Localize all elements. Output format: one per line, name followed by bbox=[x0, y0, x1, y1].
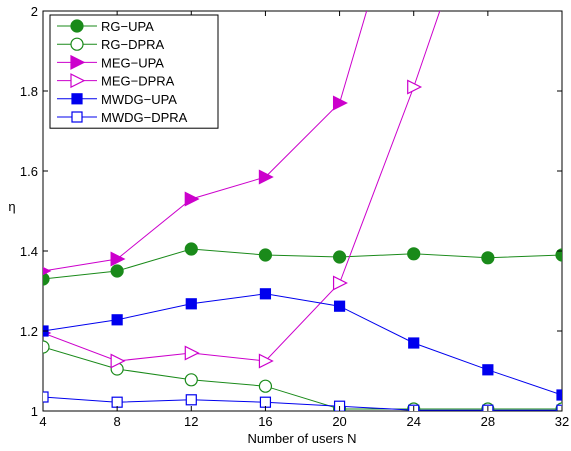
legend-label: RG−UPA bbox=[101, 19, 154, 34]
data-point bbox=[481, 251, 495, 265]
legend-entry: RG−DPRA bbox=[57, 37, 165, 52]
data-point bbox=[258, 353, 274, 369]
series-meg-upa bbox=[43, 11, 368, 276]
data-point bbox=[556, 389, 562, 401]
data-point bbox=[482, 364, 494, 376]
legend-marker bbox=[70, 73, 86, 89]
ticks-layer: 4 8 12 16 20 24 28 32 1 1.2 1.4 1.6 1.8 2 bbox=[20, 4, 569, 429]
data-point bbox=[259, 288, 272, 300]
data-point bbox=[332, 275, 348, 291]
data-point bbox=[555, 248, 562, 262]
data-point bbox=[43, 391, 49, 403]
y-tick-label: 2 bbox=[31, 4, 38, 19]
data-point bbox=[110, 264, 124, 278]
legend-marker bbox=[71, 93, 83, 105]
x-tick-label: 28 bbox=[481, 414, 495, 429]
legend-marker bbox=[71, 111, 83, 123]
y-tick-label: 1.2 bbox=[20, 324, 38, 339]
legend-label: MWDG−DPRA bbox=[101, 110, 188, 125]
legend-entry: RG−UPA bbox=[57, 19, 154, 34]
legend-marker bbox=[70, 37, 84, 51]
series-line bbox=[43, 293, 562, 396]
legend-label: MEG−UPA bbox=[101, 55, 164, 70]
legend-marker bbox=[70, 19, 84, 33]
legend-box bbox=[49, 14, 219, 129]
x-tick-label: 16 bbox=[258, 414, 272, 429]
data-point bbox=[332, 95, 348, 111]
y-axis-title: η bbox=[8, 199, 15, 214]
data-point bbox=[185, 298, 197, 310]
x-tick-label: 32 bbox=[555, 414, 569, 429]
x-tick-label: 12 bbox=[184, 414, 198, 429]
data-point bbox=[184, 345, 200, 361]
x-tick-label: 4 bbox=[39, 414, 46, 429]
y-tick-label: 1.6 bbox=[20, 164, 38, 179]
data-point bbox=[407, 79, 423, 95]
y-tick-label: 1 bbox=[31, 404, 38, 419]
y-tick-label: 1.8 bbox=[20, 84, 38, 99]
data-point bbox=[258, 169, 274, 185]
data-point bbox=[258, 379, 273, 393]
data-point bbox=[407, 247, 421, 261]
data-point bbox=[43, 272, 50, 286]
legend-entry: MEG−UPA bbox=[57, 54, 164, 70]
legend-entry: MWDG−DPRA bbox=[57, 110, 188, 125]
data-point bbox=[259, 396, 272, 408]
x-tick-label: 8 bbox=[114, 414, 121, 429]
data-point bbox=[184, 242, 198, 256]
data-point bbox=[184, 373, 198, 387]
data-point bbox=[110, 353, 126, 369]
series-line bbox=[43, 346, 562, 410]
legend-label: MEG−DPRA bbox=[101, 74, 175, 89]
data-point bbox=[110, 251, 126, 267]
data-point bbox=[111, 396, 123, 408]
series-line bbox=[43, 396, 562, 411]
legend-label: MWDG−UPA bbox=[101, 92, 177, 107]
data-point bbox=[43, 266, 52, 276]
x-axis-title: Number of users N bbox=[247, 431, 356, 446]
legend-entry: MEG−DPRA bbox=[57, 73, 175, 89]
legend-marker bbox=[70, 54, 86, 70]
data-point bbox=[184, 191, 200, 207]
series-rg-upa bbox=[43, 242, 562, 286]
legend-entry: MWDG−UPA bbox=[57, 92, 177, 107]
series-line bbox=[43, 248, 562, 280]
data-point bbox=[43, 340, 50, 354]
data-point bbox=[332, 250, 347, 264]
series-line bbox=[43, 11, 441, 362]
data-point bbox=[408, 337, 420, 349]
series-line bbox=[43, 11, 368, 272]
data-point bbox=[258, 248, 273, 262]
data-point bbox=[185, 394, 197, 406]
data-point bbox=[333, 300, 346, 312]
series-mwdg-upa bbox=[43, 288, 562, 401]
data-point bbox=[556, 404, 562, 411]
legend: RG−UPA RG−DPRA MEG−UPA MEG−DPRA MWDG−UPA MWDG… bbox=[49, 14, 219, 129]
series-layer bbox=[43, 11, 562, 411]
x-tick-label: 20 bbox=[332, 414, 346, 429]
data-point bbox=[111, 314, 123, 326]
x-tick-label: 24 bbox=[406, 414, 420, 429]
legend-label: RG−DPRA bbox=[101, 37, 165, 52]
y-tick-label: 1.4 bbox=[20, 244, 38, 259]
